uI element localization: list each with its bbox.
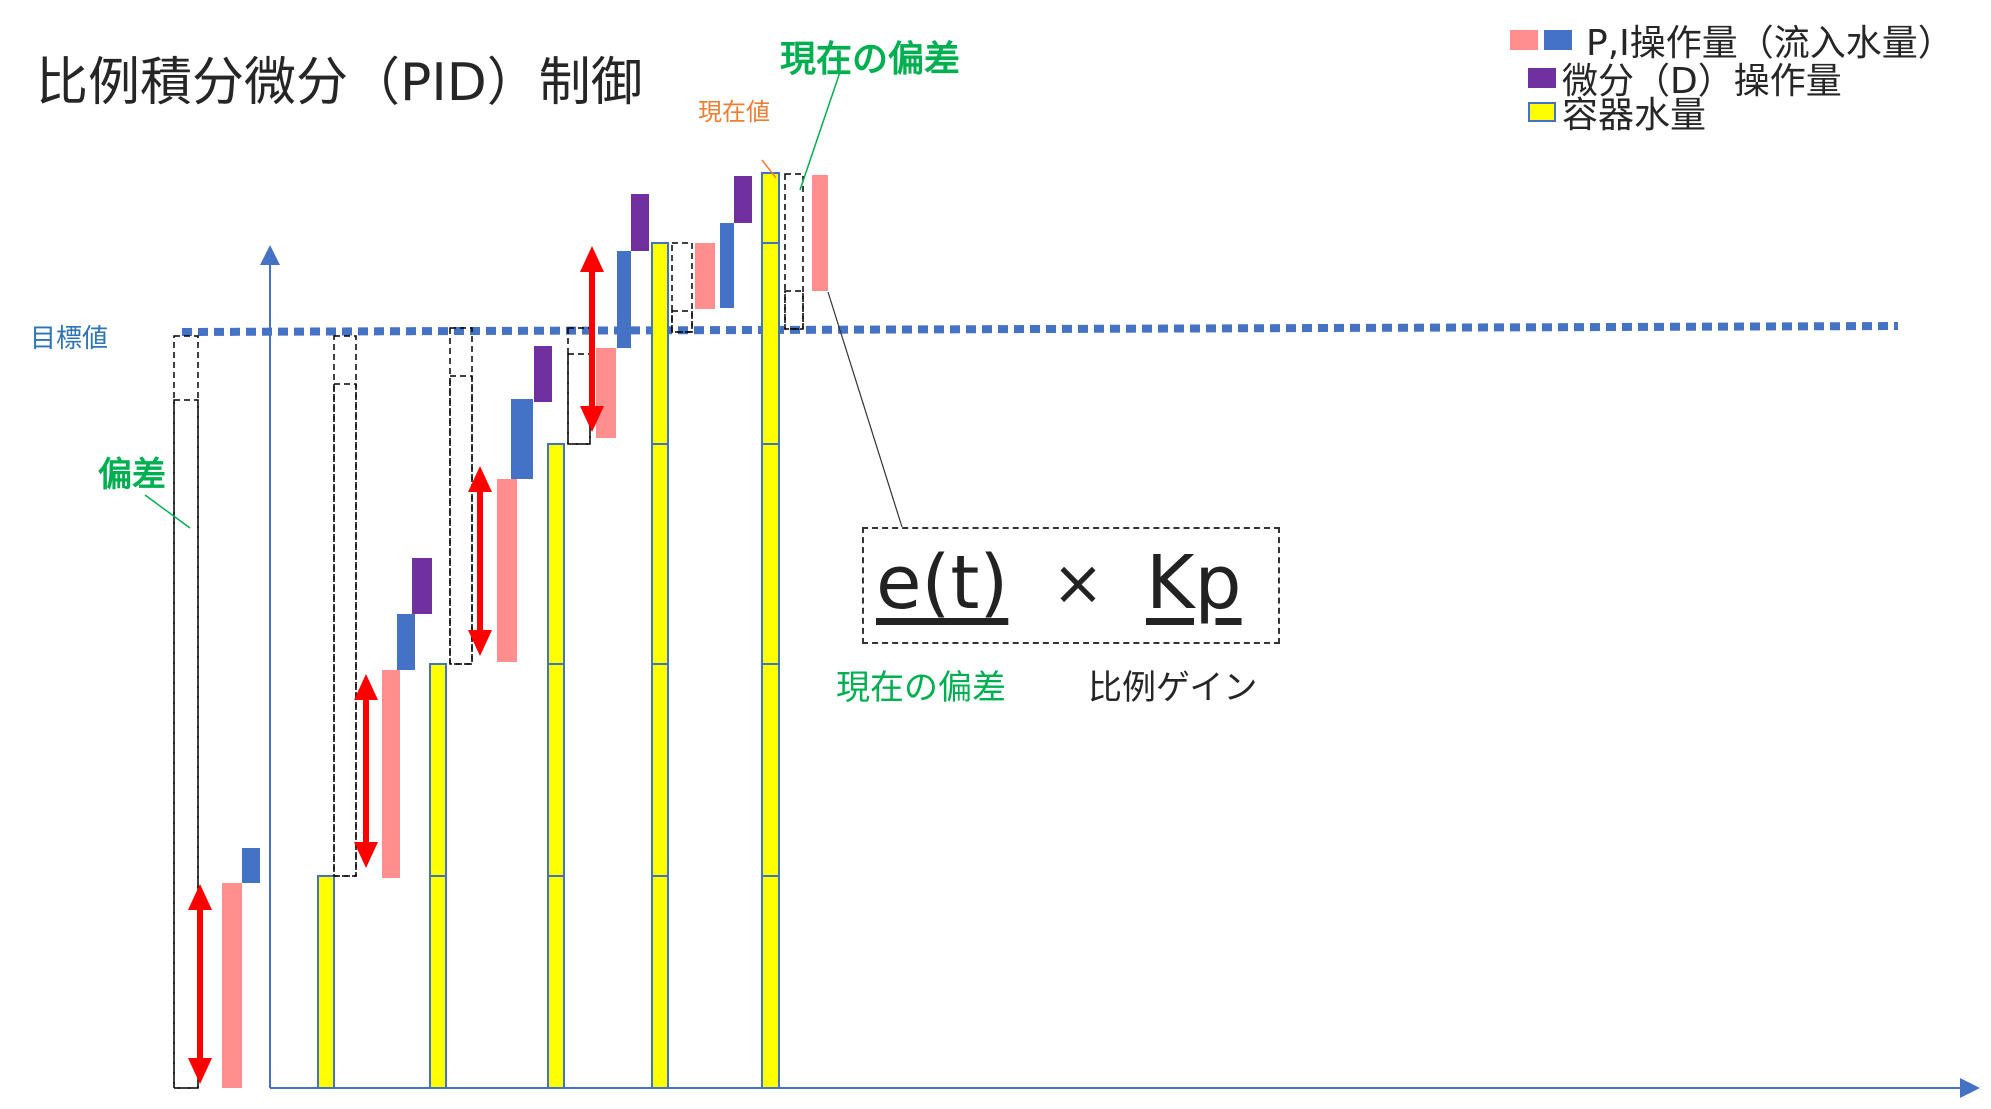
water-bar xyxy=(761,663,780,877)
water-bar xyxy=(761,875,780,1089)
legend-pi: P,I操作量（流入水量） xyxy=(1510,14,1954,66)
water-bar xyxy=(761,242,780,445)
legend-purple-swatch xyxy=(1528,68,1556,88)
water-bar xyxy=(429,663,447,877)
deviation-box xyxy=(784,290,804,330)
legend-pink-swatch xyxy=(1510,30,1538,50)
caption-current-deviation: 現在の偏差 xyxy=(836,668,1006,708)
water-bar xyxy=(547,443,565,665)
deviation-label: 偏差 xyxy=(98,455,166,495)
formula-kp: Kp xyxy=(1146,540,1242,626)
water-bar xyxy=(651,875,669,1089)
water-bar xyxy=(547,875,565,1089)
deviation-box xyxy=(671,310,693,333)
water-bar xyxy=(651,242,669,445)
water-bar xyxy=(761,172,780,244)
deviation-box xyxy=(333,335,357,877)
water-bar xyxy=(317,875,335,1089)
proportional-bar xyxy=(812,175,828,291)
current-deviation-label: 現在の偏差 xyxy=(780,39,961,80)
integral-bar xyxy=(397,614,415,670)
integral-bar xyxy=(720,223,734,308)
deviation-arrow xyxy=(468,466,492,656)
integral-bar xyxy=(511,399,533,479)
legend-blue-swatch xyxy=(1544,30,1572,50)
target-value-label: 目標値 xyxy=(30,324,109,354)
proportional-bar xyxy=(596,348,616,438)
derivative-bar xyxy=(412,558,432,614)
page-title: 比例積分微分（PID）制御 xyxy=(36,53,643,113)
leader-line xyxy=(827,291,903,528)
water-bar xyxy=(547,663,565,877)
deviation-box xyxy=(333,383,357,877)
integral-bar xyxy=(617,251,631,348)
deviation-box xyxy=(784,173,804,330)
formula-times: × xyxy=(1052,546,1104,619)
integral-bar xyxy=(242,848,260,883)
deviation-box xyxy=(567,353,591,445)
formula-et: e(t) xyxy=(876,540,1009,626)
derivative-bar xyxy=(734,176,752,223)
legend-water-label: 容器水量 xyxy=(1562,95,1707,136)
proportional-bar xyxy=(497,479,517,662)
legend-pi-label: P,I操作量（流入水量） xyxy=(1586,23,1954,64)
legend-d: 微分（D）操作量 xyxy=(1528,52,1842,104)
leader-line xyxy=(144,494,191,529)
water-bar xyxy=(651,443,669,665)
water-bar xyxy=(429,875,447,1089)
deviation-arrow xyxy=(580,246,604,432)
deviation-box xyxy=(173,399,199,1089)
deviation-box xyxy=(567,327,591,445)
deviation-box xyxy=(449,375,473,665)
formula-box xyxy=(862,527,1280,644)
legend-yellow-swatch xyxy=(1528,102,1556,122)
proportional-bar xyxy=(695,243,715,309)
proportional-bar xyxy=(222,883,242,1088)
caption-proportional-gain: 比例ゲイン xyxy=(1088,668,1258,708)
current-value-label: 現在値 xyxy=(698,98,770,126)
water-bar xyxy=(761,443,780,665)
legend-water: 容器水量 xyxy=(1528,86,1706,138)
derivative-bar xyxy=(631,194,649,251)
deviation-arrow xyxy=(188,884,212,1084)
leader-line xyxy=(799,71,841,191)
deviation-box xyxy=(449,327,473,665)
deviation-box xyxy=(173,335,199,1089)
target-line xyxy=(181,322,1899,336)
derivative-bar xyxy=(534,346,552,402)
legend-d-label: 微分（D）操作量 xyxy=(1562,61,1842,102)
deviation-box xyxy=(671,242,693,333)
water-bar xyxy=(651,663,669,877)
proportional-bar xyxy=(382,670,400,878)
leader-line xyxy=(761,159,777,179)
deviation-arrow xyxy=(354,674,378,868)
